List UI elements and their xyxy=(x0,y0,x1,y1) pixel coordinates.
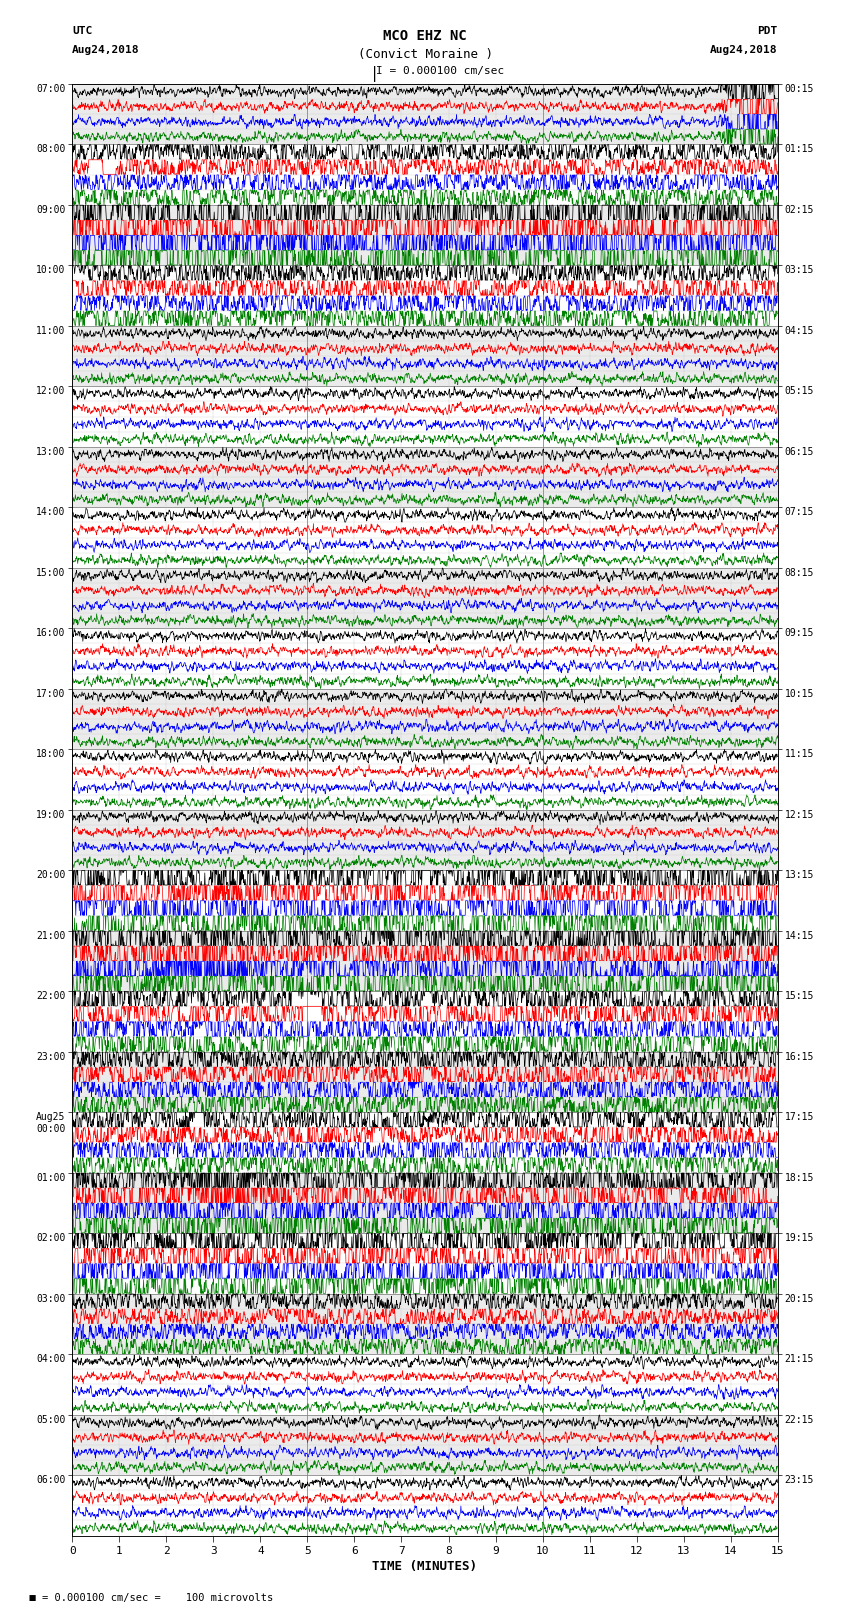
Text: UTC: UTC xyxy=(72,26,93,35)
Text: ■ = 0.000100 cm/sec =    100 microvolts: ■ = 0.000100 cm/sec = 100 microvolts xyxy=(17,1594,273,1603)
Bar xyxy=(72,568,778,629)
Bar xyxy=(72,447,778,508)
Text: Aug24,2018: Aug24,2018 xyxy=(72,45,139,55)
X-axis label: TIME (MINUTES): TIME (MINUTES) xyxy=(372,1560,478,1573)
Text: PDT: PDT xyxy=(757,26,778,35)
Text: |: | xyxy=(370,66,379,82)
Bar xyxy=(72,810,778,871)
Bar xyxy=(72,205,778,266)
Bar xyxy=(72,84,778,145)
Text: Aug24,2018: Aug24,2018 xyxy=(711,45,778,55)
Bar xyxy=(72,1415,778,1474)
Bar xyxy=(72,689,778,748)
Bar xyxy=(72,1173,778,1232)
Bar xyxy=(72,1052,778,1113)
Text: MCO EHZ NC: MCO EHZ NC xyxy=(383,29,467,44)
Bar xyxy=(72,326,778,387)
Bar xyxy=(72,931,778,990)
Bar xyxy=(72,1294,778,1355)
Text: I = 0.000100 cm/sec: I = 0.000100 cm/sec xyxy=(376,66,504,76)
Text: (Convict Moraine ): (Convict Moraine ) xyxy=(358,48,492,61)
